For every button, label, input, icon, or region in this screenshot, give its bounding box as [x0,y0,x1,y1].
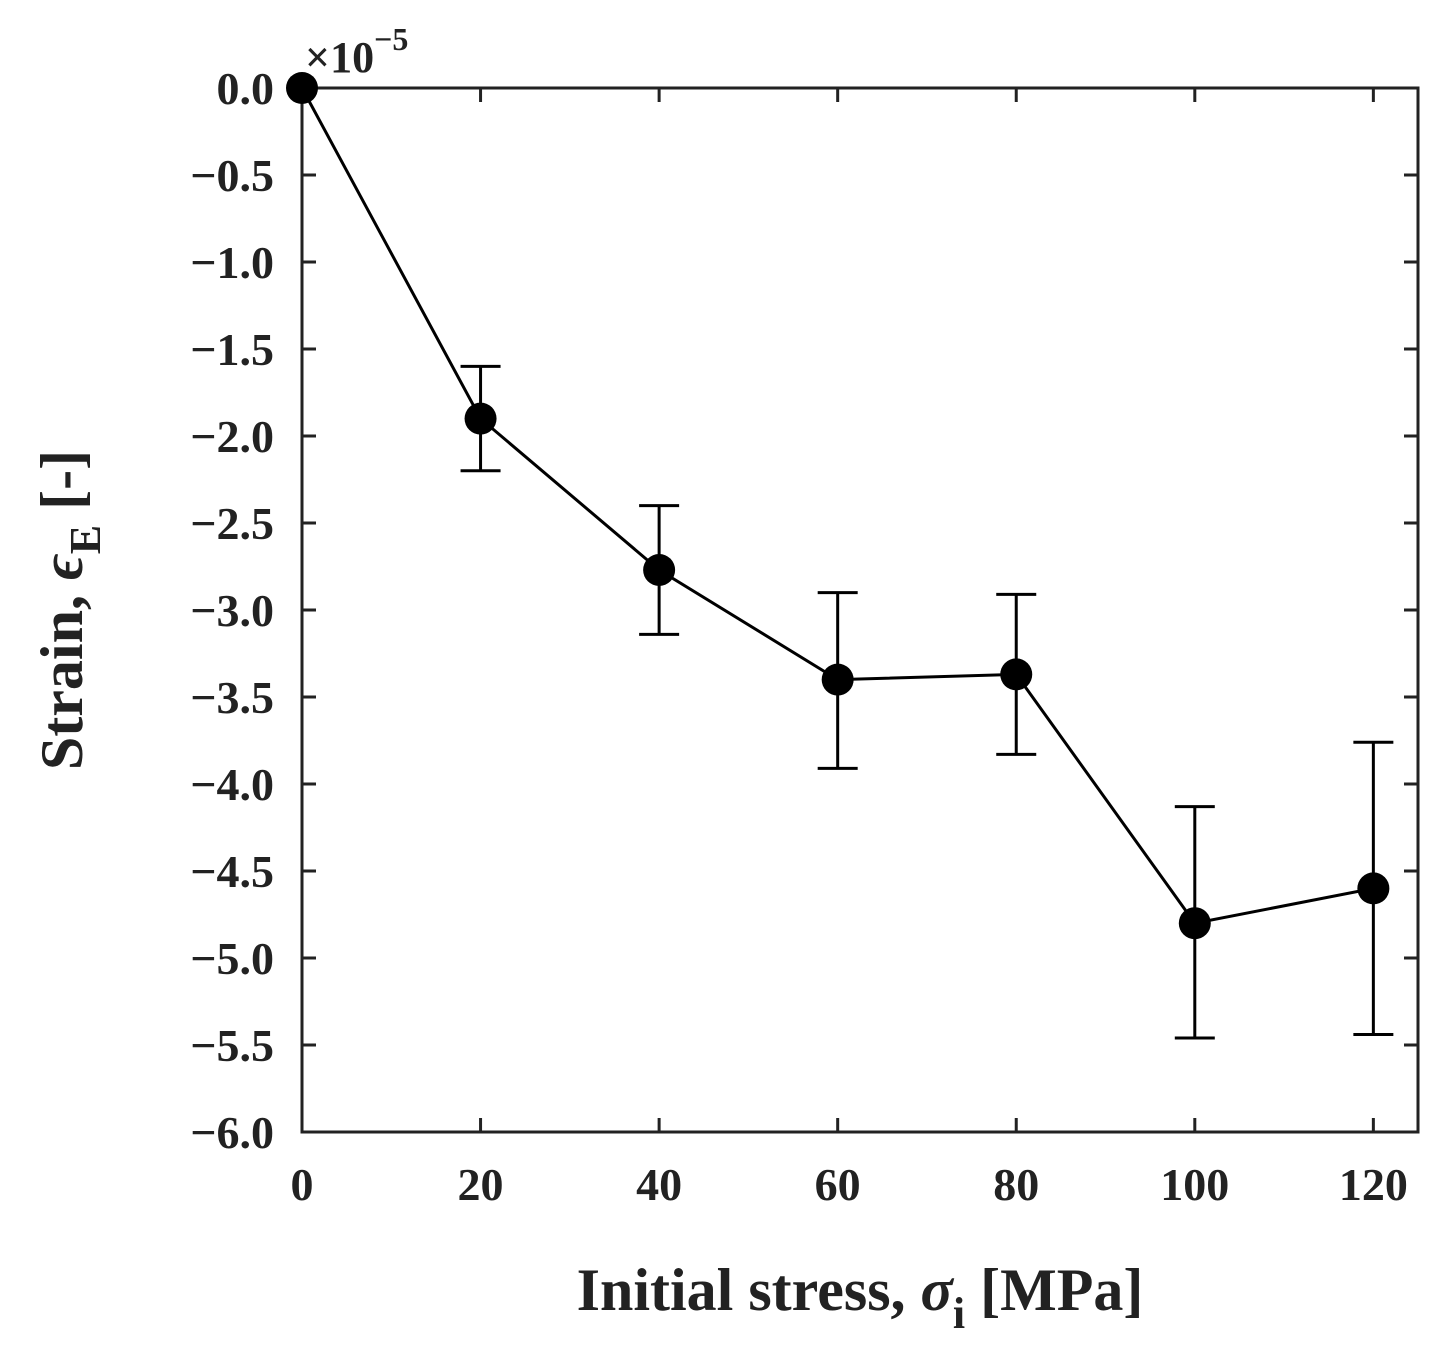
y-exponent-power: −5 [374,21,408,57]
y-tick-label: −0.5 [190,150,274,201]
data-point [464,402,497,435]
x-tick-label: 0 [291,1159,314,1210]
y-tick-label: −5.5 [190,1020,274,1071]
data-point [1357,872,1390,905]
y-axis-label-text: Strain, [29,595,95,770]
y-tick-label: −2.5 [190,498,274,549]
data-point [1000,658,1033,691]
y-tick-label: −4.0 [190,759,274,810]
series-line [300,87,1374,925]
ticks-group: 0 20 40 60 80 100 120 0.0 −0.5 −1.0 −1.5 −2.0 −2.5 −3… [190,63,1418,1210]
x-axis-label-subscript: i [953,1289,965,1338]
x-tick-label: 60 [815,1159,861,1210]
y-tick-label: −1.0 [190,237,274,288]
x-tick-label: 40 [636,1159,682,1210]
data-point [643,553,676,586]
y-axis-label: Strain, ϵE [-] [29,450,113,770]
y-axis-label-symbol: ϵ [29,554,95,580]
x-axis-label-symbol: σ [921,1257,955,1323]
data-point [1178,907,1211,940]
y-exponent-prefix: ×10 [305,33,374,82]
y-tick-label: −3.0 [190,585,274,636]
x-tick-label: 80 [993,1159,1039,1210]
x-tick-label: 100 [1160,1159,1229,1210]
y-axis-label-unit: [-] [29,450,95,510]
plot-frame [300,86,1420,1134]
y-tick-label: −4.5 [190,846,274,897]
y-exponent-label: ×10−5 [305,21,408,82]
x-axis-label: Initial stress, σi [MPa] [577,1257,1144,1341]
x-tick-label: 20 [458,1159,504,1210]
y-axis-label-subscript: E [61,525,110,554]
data-point [821,663,854,696]
y-tick-label: −2.0 [190,411,274,462]
y-tick-label: 0.0 [217,63,275,114]
x-axis-label-unit: [MPa] [980,1257,1143,1323]
y-tick-label: −6.0 [190,1107,274,1158]
y-tick-label: −1.5 [190,324,274,375]
axes-group [300,86,1420,1134]
x-tick-label: 120 [1339,1159,1408,1210]
data-point [286,72,318,104]
y-tick-label: −5.0 [190,933,274,984]
x-axis-label-text: Initial stress, [577,1257,906,1323]
y-tick-label: −3.5 [190,672,274,723]
series-group [286,72,1394,1040]
